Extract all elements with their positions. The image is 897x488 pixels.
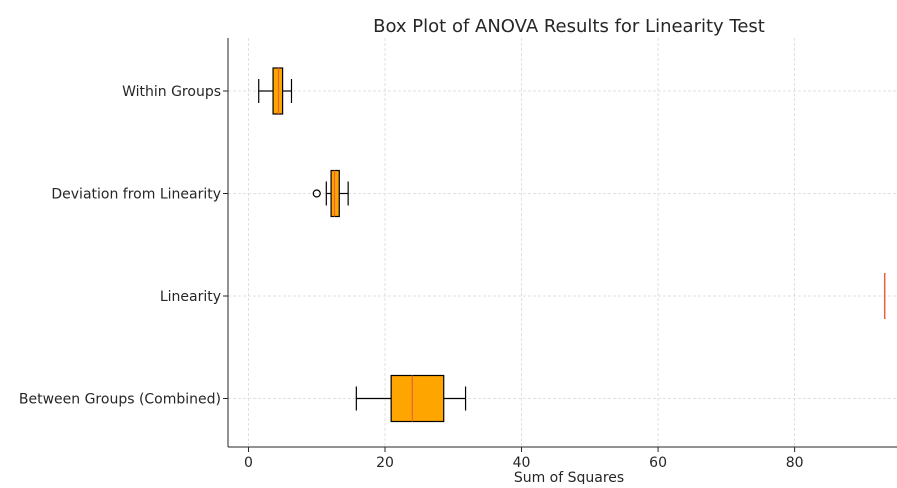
box-iqr — [272, 67, 284, 115]
y-tick-label: Within Groups — [122, 84, 221, 100]
box-layer — [258, 67, 886, 423]
y-tick-label: Deviation from Linearity — [51, 187, 221, 203]
box-within-groups — [258, 67, 293, 115]
chart-title: Box Plot of ANOVA Results for Linearity … — [373, 16, 765, 37]
x-tick-label: 80 — [786, 455, 804, 471]
tick-layer: 0 20 40 60 80 Within Groups Deviation from Lin… — [19, 84, 804, 471]
outlier-point — [312, 189, 321, 198]
x-tick-label: 60 — [649, 455, 667, 471]
box-between-groups-combined — [355, 374, 467, 423]
x-tick-label: 0 — [244, 455, 253, 471]
x-axis-label: Sum of Squares — [514, 470, 624, 484]
grid-layer — [228, 38, 897, 447]
axis-layer — [227, 38, 897, 448]
y-tick-label: Between Groups (Combined) — [19, 392, 221, 408]
box-iqr — [330, 169, 340, 218]
box-iqr — [390, 374, 445, 423]
y-tick-label: Linearity — [160, 289, 221, 305]
x-tick-label: 40 — [513, 455, 531, 471]
box-deviation-from-linearity — [312, 169, 349, 218]
x-tick-label: 20 — [376, 455, 394, 471]
